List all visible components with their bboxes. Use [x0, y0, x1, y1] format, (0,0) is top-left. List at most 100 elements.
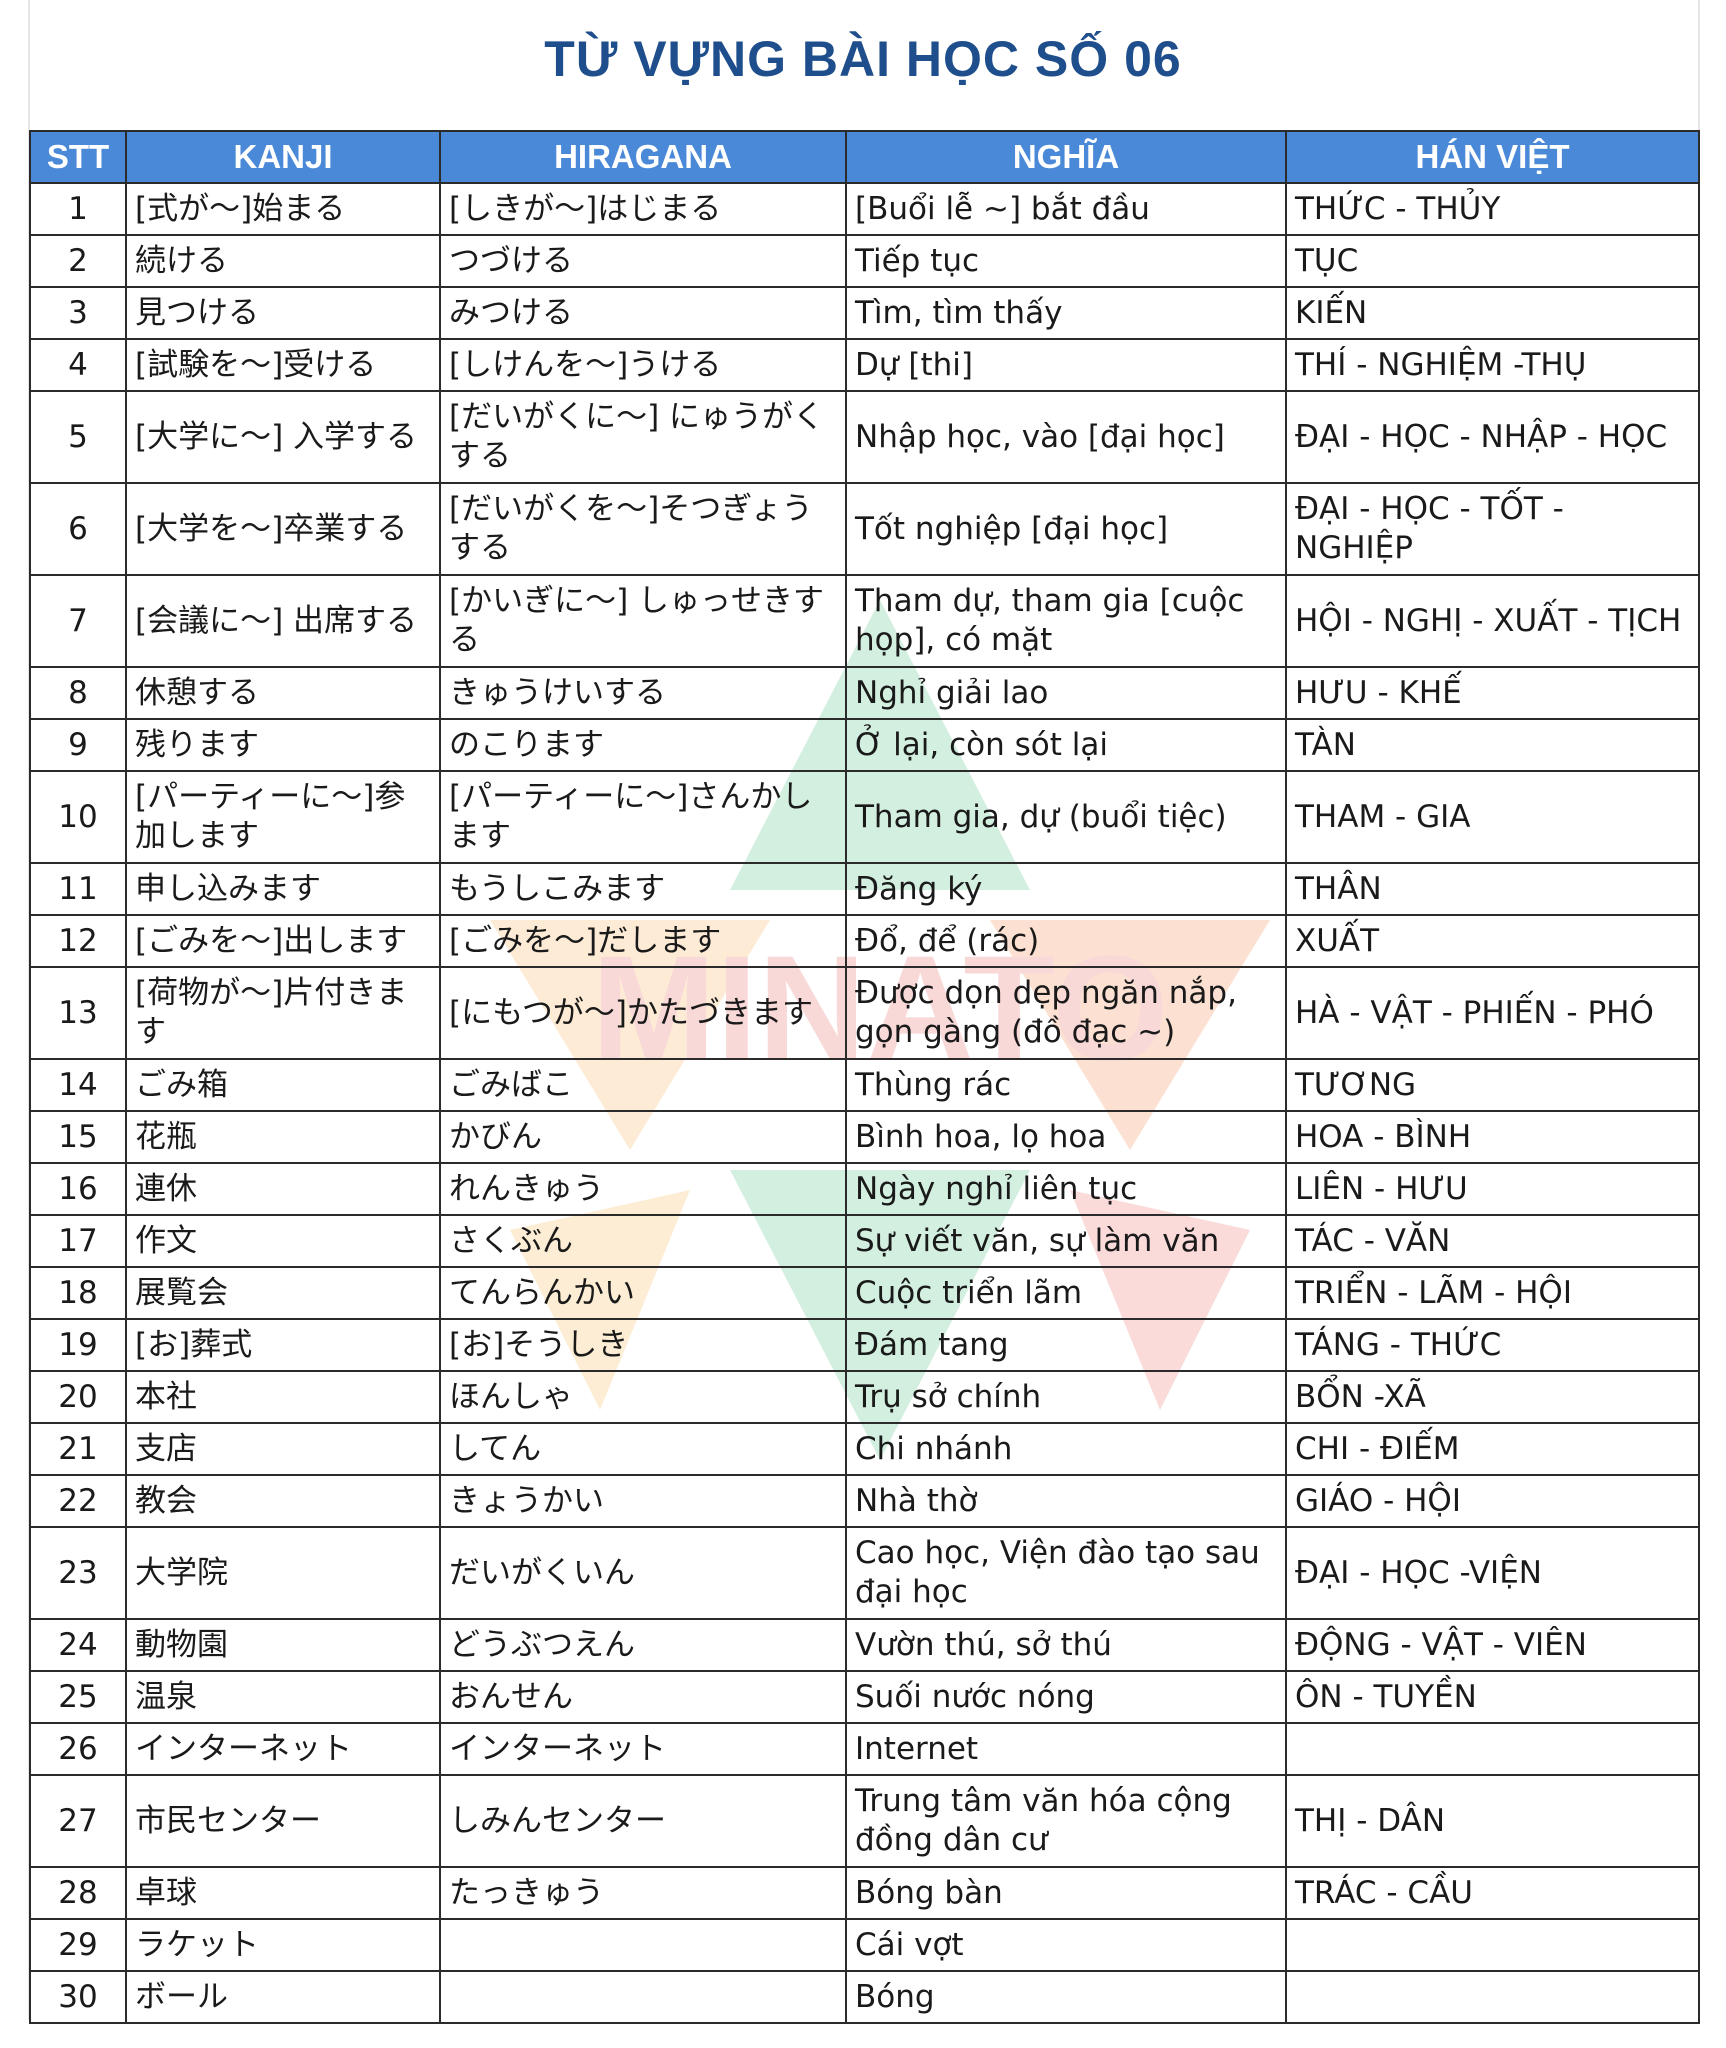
cell-hiragana: きょうかい: [439, 1474, 847, 1528]
table-row: 17 作文 さくぶん Sự viết văn, sự làm văn TÁC - VĂN: [29, 1214, 1700, 1268]
cell-nghia: Tham dự, tham gia [cuộc họp], có mặt: [845, 574, 1287, 668]
cell-han-viet: XUẤT: [1285, 914, 1700, 968]
table-row: 15 花瓶 かびん Bình hoa, lọ hoa HOA - BÌNH: [29, 1110, 1700, 1164]
cell-kanji: [式が～]始まる: [125, 182, 441, 236]
cell-nghia: Tìm, tìm thấy: [845, 286, 1287, 340]
table-row: 8 休憩する きゅうけいする Nghỉ giải lao HƯU - KHẾ: [29, 666, 1700, 720]
cell-han-viet: HỘI - NGHỊ - XUẤT - TỊCH: [1285, 574, 1700, 668]
cell-nghia: Trụ sở chính: [845, 1370, 1287, 1424]
table-body: 1 [式が～]始まる [しきが～]はじまる [Buổi lễ ~] bắt đầu TH…: [29, 182, 1700, 2024]
cell-nghia: Thùng rác: [845, 1058, 1287, 1112]
cell-nghia: Bình hoa, lọ hoa: [845, 1110, 1287, 1164]
table-row: 4 [試験を～]受ける [しけんを～]うける Dự [thi] THÍ - NGHIỆM…: [29, 338, 1700, 392]
table-row: 29 ラケット Cái vợt: [29, 1918, 1700, 1972]
table-row: 11 申し込みます もうしこみます Đăng ký THÂN: [29, 862, 1700, 916]
cell-hiragana: さくぶん: [439, 1214, 847, 1268]
cell-stt: 25: [29, 1670, 127, 1724]
vocabulary-table: STT KANJI HIRAGANA NGHĨA HÁN VIỆT 1 [式が～]…: [29, 130, 1700, 2024]
cell-han-viet: HÀ - VẬT - PHIẾN - PHÓ: [1285, 966, 1700, 1060]
table-row: 5 [大学に～] 入学する [だいがくに～] にゅうがくする Nhập học, và…: [29, 390, 1700, 484]
cell-hiragana: かびん: [439, 1110, 847, 1164]
cell-nghia: Cuộc triển lãm: [845, 1266, 1287, 1320]
table-row: 30 ボール Bóng: [29, 1970, 1700, 2024]
table-row: 25 温泉 おんせん Suối nước nóng ÔN - TUYỀN: [29, 1670, 1700, 1724]
cell-stt: 9: [29, 718, 127, 772]
cell-hiragana: [だいがくに～] にゅうがくする: [439, 390, 847, 484]
cell-nghia: Internet: [845, 1722, 1287, 1776]
cell-hiragana: [439, 1918, 847, 1972]
cell-stt: 30: [29, 1970, 127, 2024]
cell-stt: 24: [29, 1618, 127, 1672]
cell-han-viet: ĐẠI - HỌC -VIỆN: [1285, 1526, 1700, 1620]
cell-hiragana: [パーティーに～]さんかします: [439, 770, 847, 864]
cell-kanji: 卓球: [125, 1866, 441, 1920]
cell-han-viet: THỊ - DÂN: [1285, 1774, 1700, 1868]
cell-kanji: 残ります: [125, 718, 441, 772]
header-nghia: NGHĨA: [845, 130, 1287, 184]
cell-han-viet: TRIỂN - LÃM - HỘI: [1285, 1266, 1700, 1320]
cell-hiragana: ごみばこ: [439, 1058, 847, 1112]
cell-kanji: 動物園: [125, 1618, 441, 1672]
cell-stt: 17: [29, 1214, 127, 1268]
table-row: 7 [会議に～] 出席する [かいぎに～] しゅっせきする Tham dự, tham…: [29, 574, 1700, 668]
cell-hiragana: [かいぎに～] しゅっせきする: [439, 574, 847, 668]
cell-stt: 16: [29, 1162, 127, 1216]
table-row: 19 [お]葬式 [お]そうしき Đám tang TÁNG - THỨC: [29, 1318, 1700, 1372]
table-row: 6 [大学を～]卒業する [だいがくを～]そつぎょうする Tốt nghiệp [đạ…: [29, 482, 1700, 576]
cell-stt: 23: [29, 1526, 127, 1620]
cell-kanji: [パーティーに～]参加します: [125, 770, 441, 864]
cell-nghia: Đăng ký: [845, 862, 1287, 916]
cell-kanji: [試験を～]受ける: [125, 338, 441, 392]
cell-stt: 4: [29, 338, 127, 392]
cell-stt: 5: [29, 390, 127, 484]
cell-han-viet: LIÊN - HƯU: [1285, 1162, 1700, 1216]
cell-nghia: Chi nhánh: [845, 1422, 1287, 1476]
cell-nghia: [Buổi lễ ~] bắt đầu: [845, 182, 1287, 236]
cell-nghia: Tốt nghiệp [đại học]: [845, 482, 1287, 576]
cell-nghia: Bóng: [845, 1970, 1287, 2024]
table-row: 14 ごみ箱 ごみばこ Thùng rác TƯƠNG: [29, 1058, 1700, 1112]
cell-stt: 7: [29, 574, 127, 668]
page-frame: [28, 0, 1700, 2020]
table-row: 22 教会 きょうかい Nhà thờ GIÁO - HỘI: [29, 1474, 1700, 1528]
cell-han-viet: TÁC - VĂN: [1285, 1214, 1700, 1268]
cell-stt: 13: [29, 966, 127, 1060]
cell-stt: 18: [29, 1266, 127, 1320]
table-row: 18 展覧会 てんらんかい Cuộc triển lãm TRIỂN - LÃM - H…: [29, 1266, 1700, 1320]
cell-nghia: Vườn thú, sở thú: [845, 1618, 1287, 1672]
cell-nghia: Đám tang: [845, 1318, 1287, 1372]
table-row: 12 [ごみを～]出します [ごみを～]だします Đổ, để (rác) XUẤT: [29, 914, 1700, 968]
table-row: 27 市民センター しみんセンター Trung tâm văn hóa cộng đồ…: [29, 1774, 1700, 1868]
cell-han-viet: ĐỘNG - VẬT - VIÊN: [1285, 1618, 1700, 1672]
cell-hiragana: きゅうけいする: [439, 666, 847, 720]
cell-nghia: Được dọn dẹp ngăn nắp, gọn gàng (đồ đạc …: [845, 966, 1287, 1060]
cell-han-viet: ÔN - TUYỀN: [1285, 1670, 1700, 1724]
cell-han-viet: THỨC - THỦY: [1285, 182, 1700, 236]
cell-kanji: 大学院: [125, 1526, 441, 1620]
cell-stt: 11: [29, 862, 127, 916]
cell-kanji: 展覧会: [125, 1266, 441, 1320]
cell-kanji: 支店: [125, 1422, 441, 1476]
cell-hiragana: [だいがくを～]そつぎょうする: [439, 482, 847, 576]
cell-nghia: Dự [thi]: [845, 338, 1287, 392]
cell-hiragana: [しけんを～]うける: [439, 338, 847, 392]
cell-han-viet: CHI - ĐIẾM: [1285, 1422, 1700, 1476]
table-row: 16 連休 れんきゅう Ngày nghỉ liên tục LIÊN - HƯU: [29, 1162, 1700, 1216]
cell-hiragana: [お]そうしき: [439, 1318, 847, 1372]
cell-kanji: [荷物が～]片付きます: [125, 966, 441, 1060]
table-row: 9 残ります のこります Ở lại, còn sót lại TÀN: [29, 718, 1700, 772]
cell-hiragana: みつける: [439, 286, 847, 340]
table-row: 13 [荷物が～]片付きます [にもつが～]かたづきます Được dọn dẹp n…: [29, 966, 1700, 1060]
cell-nghia: Ở lại, còn sót lại: [845, 718, 1287, 772]
page-title: TỪ VỰNG BÀI HỌC SỐ 06: [544, 31, 1182, 87]
cell-stt: 19: [29, 1318, 127, 1372]
table-row: 20 本社 ほんしゃ Trụ sở chính BỔN -XÃ: [29, 1370, 1700, 1424]
cell-stt: 12: [29, 914, 127, 968]
header-hiragana: HIRAGANA: [439, 130, 847, 184]
cell-stt: 22: [29, 1474, 127, 1528]
cell-hiragana: れんきゅう: [439, 1162, 847, 1216]
cell-hiragana: のこります: [439, 718, 847, 772]
table-row: 3 見つける みつける Tìm, tìm thấy KIẾN: [29, 286, 1700, 340]
cell-han-viet: [1285, 1722, 1700, 1776]
cell-han-viet: TÀN: [1285, 718, 1700, 772]
